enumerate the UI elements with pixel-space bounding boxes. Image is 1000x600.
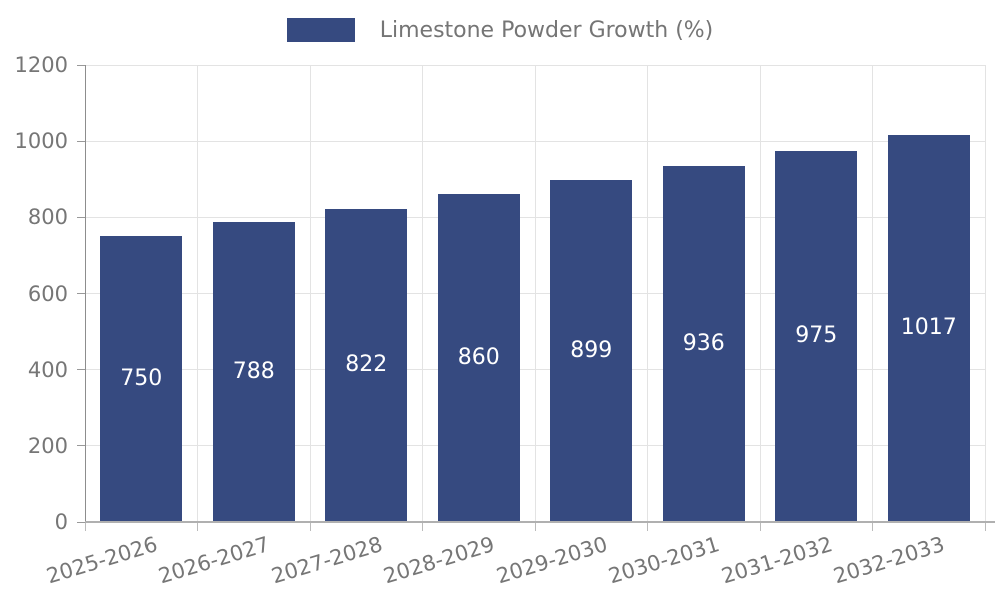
gridline-horizontal xyxy=(86,445,985,447)
x-axis-tick xyxy=(84,523,86,531)
x-axis-line xyxy=(85,521,995,523)
bar[interactable] xyxy=(325,208,408,521)
x-axis-label: 2029-2030 xyxy=(493,532,610,589)
bar[interactable] xyxy=(437,194,520,521)
gridline-horizontal xyxy=(86,293,985,294)
y-axis-tick xyxy=(77,521,85,523)
gridline-vertical xyxy=(759,65,761,522)
x-axis-label: 2027-2028 xyxy=(268,532,385,589)
bar[interactable] xyxy=(887,134,970,521)
x-axis-label: 2028-2029 xyxy=(380,532,498,589)
gridline-vertical xyxy=(422,65,423,522)
bar[interactable] xyxy=(550,179,633,521)
x-axis-tick xyxy=(309,523,311,531)
gridline-vertical xyxy=(197,65,198,522)
x-axis-tick xyxy=(872,523,873,531)
y-axis-tick xyxy=(77,369,85,371)
x-axis-tick xyxy=(984,523,986,531)
y-axis-tick xyxy=(77,64,85,66)
y-axis-label: 1000 xyxy=(14,129,68,154)
y-axis-label: 0 xyxy=(54,510,68,534)
gridline-vertical xyxy=(984,65,986,522)
gridline-vertical xyxy=(647,65,648,522)
y-axis-label: 200 xyxy=(27,433,68,458)
y-axis-line xyxy=(85,65,86,522)
y-axis-tick xyxy=(77,216,85,218)
bar[interactable] xyxy=(212,221,295,521)
x-axis-tick xyxy=(422,523,423,531)
legend-swatch xyxy=(286,18,355,42)
legend-item[interactable]: Limestone Powder Growth (%) xyxy=(0,16,1000,44)
y-axis-label: 600 xyxy=(27,281,68,306)
x-axis-label: 2026-2027 xyxy=(155,532,273,589)
y-axis-tick xyxy=(77,293,85,294)
y-axis-tick xyxy=(77,445,85,447)
x-axis-tick xyxy=(534,523,536,531)
x-axis-tick xyxy=(647,523,648,531)
bar[interactable] xyxy=(662,165,745,521)
x-axis-label: 2030-2031 xyxy=(605,532,723,589)
x-axis-label: 2032-2033 xyxy=(830,532,948,589)
x-axis-label: 2031-2032 xyxy=(718,532,835,589)
gridline-horizontal xyxy=(86,369,985,371)
y-axis-label: 800 xyxy=(27,205,68,230)
gridline-horizontal xyxy=(86,64,985,66)
y-axis-label: 400 xyxy=(27,357,68,382)
gridline-vertical xyxy=(309,65,311,522)
gridline-horizontal xyxy=(86,140,985,142)
x-axis-tick xyxy=(197,523,198,531)
bar[interactable] xyxy=(100,236,183,521)
bar[interactable] xyxy=(775,150,858,521)
legend-label: Limestone Powder Growth (%) xyxy=(379,17,714,43)
gridline-vertical xyxy=(534,65,536,522)
x-axis-tick xyxy=(759,523,761,531)
y-axis-tick xyxy=(77,140,85,142)
gridline-vertical xyxy=(872,65,873,522)
x-axis-label: 2025-2026 xyxy=(43,532,160,589)
gridline-horizontal xyxy=(86,216,985,218)
y-axis-label: 1200 xyxy=(14,53,68,77)
